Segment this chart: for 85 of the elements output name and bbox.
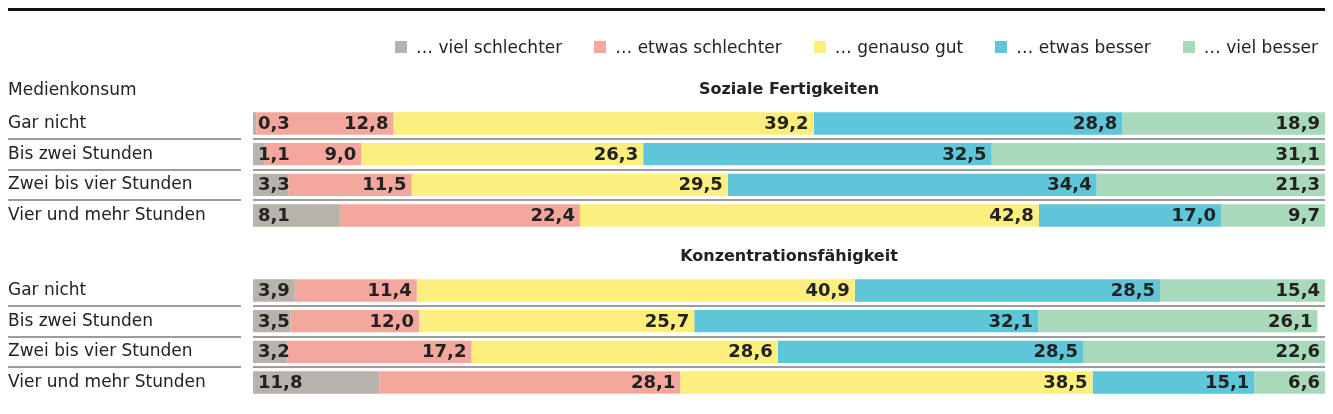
bar bbox=[416, 279, 855, 302]
legend-label: … viel schlechter bbox=[416, 37, 563, 57]
data-label: 12,0 bbox=[369, 309, 414, 331]
y-tick-label: Gar nicht bbox=[8, 278, 87, 299]
data-label: 26,3 bbox=[593, 142, 639, 164]
data-label: 3,3 bbox=[258, 173, 290, 195]
bar bbox=[339, 204, 580, 227]
bar bbox=[1221, 204, 1325, 227]
y-tick-label: Bis zwei Stunden bbox=[8, 142, 154, 163]
data-label: 3,9 bbox=[258, 279, 290, 301]
data-label: 1,1 bbox=[258, 142, 290, 164]
bar bbox=[1122, 112, 1325, 135]
data-label: 25,7 bbox=[644, 309, 690, 331]
bar bbox=[991, 142, 1325, 166]
data-label: 29,5 bbox=[678, 173, 723, 195]
data-label: 22,4 bbox=[530, 204, 575, 226]
data-label: 28,5 bbox=[1033, 340, 1078, 362]
data-label: 15,1 bbox=[1204, 371, 1250, 393]
bar bbox=[471, 340, 778, 364]
data-label: 17,2 bbox=[422, 340, 467, 362]
bar bbox=[854, 279, 1161, 302]
chart-title: Soziale Fertigkeiten bbox=[698, 78, 880, 98]
data-label: 6,6 bbox=[1288, 371, 1320, 393]
data-label: 28,1 bbox=[630, 371, 676, 393]
bar bbox=[379, 371, 681, 394]
y-tick-label: Zwei bis vier Stunden bbox=[8, 173, 193, 194]
data-label: 32,1 bbox=[988, 309, 1033, 331]
legend-label: … viel besser bbox=[1203, 37, 1318, 57]
data-label: 8,1 bbox=[258, 204, 290, 226]
bar bbox=[579, 204, 1039, 227]
y-axis-title: Medienkonsum bbox=[8, 79, 137, 99]
bar bbox=[411, 173, 728, 197]
data-label: 22,6 bbox=[1275, 340, 1320, 362]
data-label: 11,5 bbox=[362, 173, 407, 195]
y-tick-label: Vier und mehr Stunden bbox=[8, 203, 206, 224]
data-label: 12,8 bbox=[344, 112, 389, 134]
bar bbox=[813, 112, 1123, 135]
data-label: 26,1 bbox=[1268, 309, 1313, 331]
data-label: 38,5 bbox=[1043, 371, 1088, 393]
bar bbox=[1092, 371, 1255, 394]
data-label: 28,8 bbox=[1072, 112, 1118, 134]
data-label: 39,2 bbox=[764, 112, 809, 134]
y-tick-label: Bis zwei Stunden bbox=[8, 309, 154, 330]
bar bbox=[253, 112, 257, 135]
bar bbox=[643, 142, 992, 166]
legend-label: … etwas besser bbox=[1016, 37, 1151, 57]
data-label: 31,1 bbox=[1275, 142, 1320, 164]
data-label: 3,2 bbox=[258, 340, 290, 362]
data-label: 28,6 bbox=[728, 340, 773, 362]
data-label: 0,3 bbox=[258, 112, 290, 134]
y-tick-label: Gar nicht bbox=[8, 111, 87, 132]
legend-label: … etwas schlechter bbox=[615, 37, 782, 57]
data-label: 15,4 bbox=[1275, 279, 1320, 301]
bar bbox=[253, 204, 340, 227]
data-label: 34,4 bbox=[1047, 173, 1092, 195]
bar bbox=[680, 371, 1093, 394]
bar bbox=[694, 309, 1038, 333]
bar bbox=[1160, 279, 1325, 302]
y-tick-label: Vier und mehr Stunden bbox=[8, 370, 206, 391]
data-label: 11,8 bbox=[258, 371, 303, 393]
bar bbox=[1037, 309, 1318, 333]
data-label: 28,5 bbox=[1110, 279, 1156, 301]
bar bbox=[294, 279, 417, 302]
data-label: 11,4 bbox=[367, 279, 412, 301]
legend-label: … genauso gut bbox=[834, 37, 964, 57]
bar bbox=[1082, 340, 1325, 364]
bar bbox=[1038, 204, 1222, 227]
data-label: 42,8 bbox=[989, 204, 1034, 226]
data-label: 9,7 bbox=[1288, 204, 1320, 226]
data-label: 40,9 bbox=[805, 279, 850, 301]
bar bbox=[393, 112, 814, 135]
bar bbox=[418, 309, 695, 333]
data-label: 3,5 bbox=[258, 309, 290, 331]
data-label: 32,5 bbox=[942, 142, 987, 164]
bar bbox=[361, 142, 644, 166]
bar bbox=[253, 371, 380, 394]
bar bbox=[1096, 173, 1325, 197]
bar bbox=[287, 340, 472, 364]
data-label: 21,3 bbox=[1275, 173, 1320, 195]
data-label: 9,0 bbox=[324, 142, 357, 164]
y-tick-label: Zwei bis vier Stunden bbox=[8, 340, 193, 361]
chart-title: Konzentrationsfähigkeit bbox=[680, 245, 899, 265]
data-label: 18,9 bbox=[1275, 112, 1320, 134]
bar bbox=[777, 340, 1083, 364]
data-label: 17,0 bbox=[1171, 204, 1217, 226]
